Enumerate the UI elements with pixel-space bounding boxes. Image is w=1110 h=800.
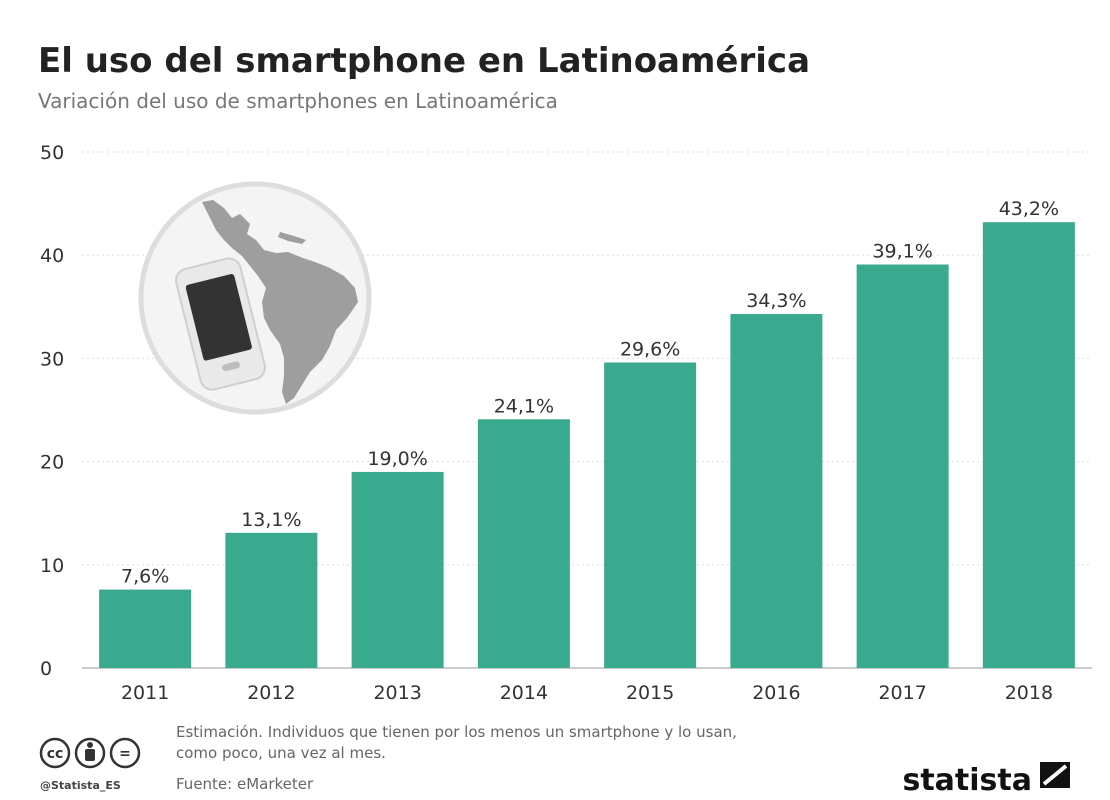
value-label-2012: 13,1% (241, 509, 301, 531)
x-tick-label-2016: 2016 (752, 682, 800, 704)
caribbean-islands (278, 232, 306, 244)
x-tick-label-2015: 2015 (626, 682, 674, 704)
x-tick-label-2011: 2011 (121, 682, 169, 704)
svg-text:=: = (119, 746, 131, 762)
chart-subtitle: Variación del uso de smartphones en Lati… (38, 89, 558, 113)
x-tick-label-2017: 2017 (878, 682, 926, 704)
source-note: Fuente: eMarketer (176, 775, 314, 793)
value-label-2013: 19,0% (367, 448, 427, 470)
x-axis: 2011 2012 2013 2014 2015 2016 2017 2018 (121, 682, 1053, 704)
bar-2011 (99, 589, 192, 668)
y-tick-label: 10 (40, 555, 64, 577)
y-tick-label: 50 (40, 142, 64, 164)
y-tick-label: 0 (40, 658, 52, 680)
chart-title: El uso del smartphone en Latinoamérica (38, 41, 810, 81)
value-label-2017: 39,1% (872, 240, 932, 262)
bar-2012 (225, 532, 318, 668)
value-labels: 7,6% 13,1% 19,0% 24,1% 29,6% 34,3% 39,1% 43,2% (121, 198, 1059, 587)
latin-america-map (202, 200, 358, 404)
value-label-2014: 24,1% (494, 395, 554, 417)
statista-logo: statista (902, 762, 1070, 798)
cc-icon: cc (39, 737, 71, 769)
bar-2013 (351, 471, 444, 668)
bar-2015 (604, 362, 697, 668)
y-axis: 0 10 20 30 40 50 (40, 142, 64, 680)
statista-handle: @Statista_ES (40, 779, 121, 792)
y-tick-label: 20 (40, 452, 64, 474)
bars (99, 222, 1075, 668)
attribution-icon (74, 737, 106, 769)
footnote-line-1: Estimación. Individuos que tienen por lo… (176, 723, 737, 741)
footnote-line-2: como poco, una vez al mes. (176, 744, 386, 762)
no-derivatives-icon: = (109, 737, 141, 769)
value-label-2018: 43,2% (999, 198, 1059, 220)
bar-2014 (477, 419, 570, 668)
value-label-2016: 34,3% (746, 290, 806, 312)
x-tick-label-2018: 2018 (1005, 682, 1053, 704)
bar-2017 (856, 264, 949, 668)
x-tick-label-2014: 2014 (500, 682, 548, 704)
x-tick-label-2012: 2012 (247, 682, 295, 704)
statista-logo-icon (1040, 762, 1070, 788)
bar-2018 (982, 222, 1075, 668)
globe-illustration (138, 181, 372, 415)
smartphone-icon (175, 257, 266, 391)
license-icons: cc = (39, 737, 141, 769)
y-tick-label: 30 (40, 348, 64, 370)
value-label-2015: 29,6% (620, 339, 680, 361)
statista-logo-text: statista (902, 763, 1032, 798)
svg-text:cc: cc (47, 746, 64, 762)
bar-2016 (730, 314, 823, 668)
value-label-2011: 7,6% (121, 566, 169, 588)
x-tick-label-2013: 2013 (373, 682, 421, 704)
y-tick-label: 40 (40, 245, 64, 267)
